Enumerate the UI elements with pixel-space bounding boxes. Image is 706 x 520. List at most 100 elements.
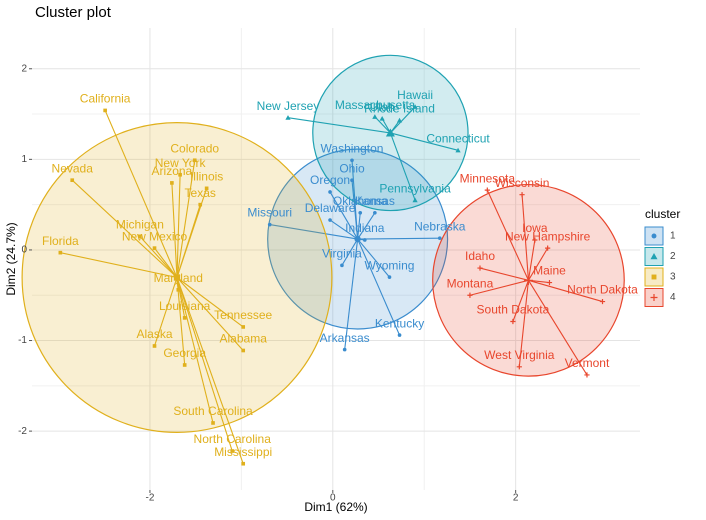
point-label: Oklahoma bbox=[333, 194, 388, 208]
cluster-link bbox=[176, 277, 244, 464]
point-label: Arkansas bbox=[320, 331, 370, 345]
point bbox=[178, 172, 182, 177]
point bbox=[358, 210, 363, 215]
point-label: Nebraska bbox=[414, 219, 466, 233]
point bbox=[211, 421, 215, 425]
point-label: Louisiana bbox=[159, 299, 211, 313]
cluster-link bbox=[176, 160, 196, 278]
point bbox=[467, 292, 473, 298]
cluster-link bbox=[357, 237, 440, 240]
legend-title: cluster bbox=[645, 207, 680, 221]
cluster-link bbox=[329, 219, 358, 240]
point-label: Ohio bbox=[339, 161, 365, 175]
legend-marker bbox=[650, 294, 658, 301]
point bbox=[58, 250, 63, 255]
y-tick-label: -2 bbox=[18, 426, 27, 437]
point bbox=[546, 279, 553, 286]
point bbox=[285, 115, 291, 120]
cluster-link bbox=[287, 117, 391, 134]
point-label: Florida bbox=[42, 234, 79, 248]
point-label: Mississippi bbox=[214, 445, 272, 459]
point bbox=[182, 363, 187, 367]
x-axis-label: Dim1 (62%) bbox=[304, 500, 367, 514]
point bbox=[373, 210, 377, 215]
point bbox=[176, 287, 181, 292]
point bbox=[340, 263, 344, 268]
cluster-link bbox=[381, 118, 391, 134]
y-tick-label: 0 bbox=[21, 245, 27, 256]
cluster-link bbox=[521, 194, 530, 281]
legend-label: 1 bbox=[670, 231, 676, 242]
point bbox=[204, 186, 209, 191]
point bbox=[362, 238, 367, 242]
legend-label: 4 bbox=[670, 292, 676, 303]
x-tick-label: 2 bbox=[513, 493, 519, 504]
point-label: Texas bbox=[185, 186, 216, 200]
legend-marker bbox=[651, 274, 657, 280]
point-label: Kansas bbox=[355, 194, 395, 208]
point bbox=[599, 298, 606, 305]
point-label: Arizona bbox=[152, 164, 193, 178]
point bbox=[342, 347, 347, 352]
cluster-link bbox=[357, 212, 361, 240]
point-label: Delaware bbox=[305, 201, 356, 215]
point-label: Alaska bbox=[136, 327, 172, 341]
cluster-link bbox=[153, 277, 178, 347]
legend-label: 2 bbox=[670, 251, 676, 262]
point bbox=[152, 246, 157, 250]
point-label: New Mexico bbox=[122, 229, 188, 243]
point bbox=[182, 316, 187, 320]
point bbox=[397, 333, 402, 337]
legend-marker bbox=[651, 233, 657, 239]
cluster-link bbox=[528, 279, 603, 303]
point bbox=[484, 187, 490, 193]
point bbox=[70, 178, 75, 183]
cluster-link bbox=[527, 247, 549, 281]
x-tick-label: 0 bbox=[330, 493, 336, 504]
point bbox=[152, 344, 157, 348]
cluster-link bbox=[176, 204, 201, 278]
point-label: Tennessee bbox=[214, 308, 272, 322]
point-label: Utah bbox=[369, 100, 394, 114]
cluster-link bbox=[389, 120, 400, 134]
cluster-link bbox=[389, 132, 416, 201]
point-label: Virginia bbox=[322, 247, 362, 261]
point-label: Illinois bbox=[190, 170, 223, 184]
y-tick-label: 2 bbox=[21, 63, 27, 74]
cluster-link bbox=[269, 224, 358, 240]
x-tick-label: -2 bbox=[145, 493, 154, 504]
point bbox=[328, 190, 332, 194]
point bbox=[241, 348, 246, 353]
point bbox=[328, 218, 332, 222]
cluster-link bbox=[104, 110, 178, 278]
cluster-link bbox=[351, 180, 359, 240]
point bbox=[192, 158, 197, 163]
legend-label: 3 bbox=[670, 272, 676, 283]
point-label: Idaho bbox=[465, 249, 495, 263]
point-label: North Dakota bbox=[567, 283, 638, 297]
plot-area bbox=[32, 28, 640, 490]
point bbox=[387, 275, 392, 279]
point-label: Washington bbox=[321, 141, 384, 155]
point bbox=[516, 364, 522, 370]
point-label: South Carolina bbox=[173, 404, 253, 418]
point bbox=[437, 236, 442, 240]
point-label: Vermont bbox=[565, 356, 610, 370]
point-label: Wisconsin bbox=[495, 176, 550, 190]
point bbox=[396, 117, 403, 123]
point bbox=[455, 147, 461, 153]
cluster-link bbox=[469, 279, 529, 296]
cluster-link bbox=[512, 280, 529, 322]
point-label: Pennsylvania bbox=[379, 181, 451, 195]
point-label: Indiana bbox=[345, 221, 385, 235]
point bbox=[198, 202, 203, 207]
point-label: New Hampshire bbox=[505, 229, 591, 243]
cluster-link bbox=[176, 277, 244, 328]
point bbox=[379, 115, 385, 121]
point bbox=[241, 461, 246, 466]
cluster-center bbox=[354, 235, 361, 243]
point-label: Nevada bbox=[52, 161, 94, 175]
cluster-link bbox=[176, 277, 214, 424]
point bbox=[519, 192, 525, 198]
